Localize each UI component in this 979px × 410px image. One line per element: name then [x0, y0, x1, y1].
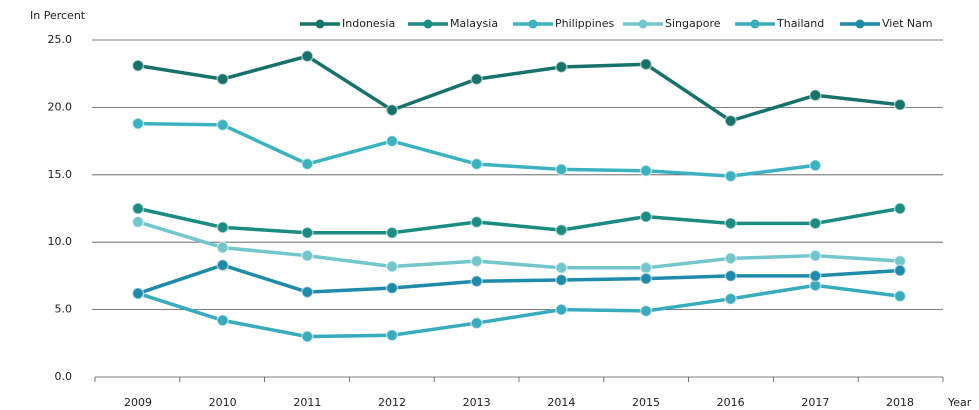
y-tick-label: 10.0 — [48, 235, 73, 248]
legend-marker — [750, 19, 760, 29]
data-point — [639, 272, 653, 285]
series-line — [137, 206, 901, 235]
data-point — [385, 103, 399, 117]
legend-label: Viet Nam — [882, 17, 933, 30]
data-point — [131, 202, 145, 215]
data-point — [301, 330, 314, 343]
data-point — [893, 98, 907, 111]
data-point — [385, 260, 399, 273]
x-tick-label: 2013 — [463, 396, 491, 409]
data-point — [555, 261, 568, 275]
data-point — [724, 252, 737, 265]
data-point — [216, 258, 229, 272]
data-point — [893, 289, 907, 303]
series-line — [137, 220, 901, 270]
series-line — [137, 283, 901, 339]
data-point — [809, 159, 822, 172]
data-point — [385, 281, 399, 295]
x-tick-label: 2012 — [378, 396, 406, 409]
legend-marker — [315, 19, 325, 29]
data-point — [216, 221, 229, 234]
data-point — [470, 316, 483, 330]
data-point — [131, 117, 145, 130]
y-tick-label: 15.0 — [48, 168, 73, 181]
data-point — [639, 261, 653, 275]
data-point — [470, 157, 483, 171]
x-tick-label: 2009 — [124, 396, 152, 409]
data-point — [555, 303, 568, 316]
data-point — [639, 210, 653, 223]
data-point — [301, 285, 314, 299]
data-point — [639, 304, 653, 318]
data-point — [555, 163, 568, 176]
x-tick-label: 2011 — [293, 396, 321, 409]
data-point — [301, 226, 314, 240]
data-point — [216, 241, 229, 254]
data-point — [470, 72, 483, 86]
legend-marker — [855, 19, 865, 29]
x-tick-label: 2014 — [547, 396, 575, 409]
data-point — [809, 89, 822, 102]
data-point — [385, 226, 399, 240]
data-point — [385, 134, 399, 148]
data-point — [555, 223, 568, 237]
data-point — [301, 49, 314, 63]
data-point — [301, 157, 314, 171]
legend-label: Thailand — [776, 17, 824, 30]
data-point — [639, 58, 653, 71]
data-point — [555, 60, 568, 74]
data-point — [724, 217, 737, 230]
data-point — [216, 72, 229, 86]
legend-label: Malaysia — [450, 17, 498, 30]
legend-label: Singapore — [665, 17, 721, 30]
data-point — [893, 202, 907, 215]
data-point — [131, 215, 145, 229]
data-point — [385, 328, 399, 342]
series-line — [137, 263, 901, 296]
x-tick-label: 2010 — [209, 396, 237, 409]
data-point — [216, 314, 229, 327]
data-point — [724, 269, 737, 283]
data-point — [555, 273, 568, 287]
data-point — [470, 275, 483, 288]
data-point — [809, 249, 822, 262]
y-axis-label: In Percent — [30, 9, 86, 22]
y-tick-label: 0.0 — [55, 370, 73, 383]
data-point — [893, 264, 907, 277]
data-point — [724, 114, 737, 128]
x-tick-label: 2018 — [886, 396, 914, 409]
legend-marker — [423, 19, 433, 29]
series-line — [137, 54, 901, 123]
y-tick-label: 20.0 — [48, 100, 73, 113]
legend-marker — [528, 19, 538, 29]
data-point — [724, 169, 737, 183]
data-point — [216, 118, 229, 132]
data-point — [131, 59, 145, 72]
legend-label: Philippines — [555, 17, 615, 30]
data-point — [301, 249, 314, 262]
data-point — [470, 215, 483, 229]
x-tick-label: 2015 — [632, 396, 660, 409]
x-tick-label: 2016 — [717, 396, 745, 409]
y-tick-label: 25.0 — [48, 33, 73, 46]
x-tick-label: 2017 — [801, 396, 829, 409]
legend-marker — [638, 19, 648, 29]
y-tick-label: 5.0 — [55, 303, 73, 316]
legend-label: Indonesia — [342, 17, 395, 30]
data-point — [639, 164, 653, 178]
data-point — [724, 292, 737, 306]
data-point — [131, 287, 145, 300]
x-axis-label: Year — [947, 396, 972, 409]
data-point — [809, 217, 822, 230]
data-point — [809, 269, 822, 283]
data-point — [470, 254, 483, 268]
